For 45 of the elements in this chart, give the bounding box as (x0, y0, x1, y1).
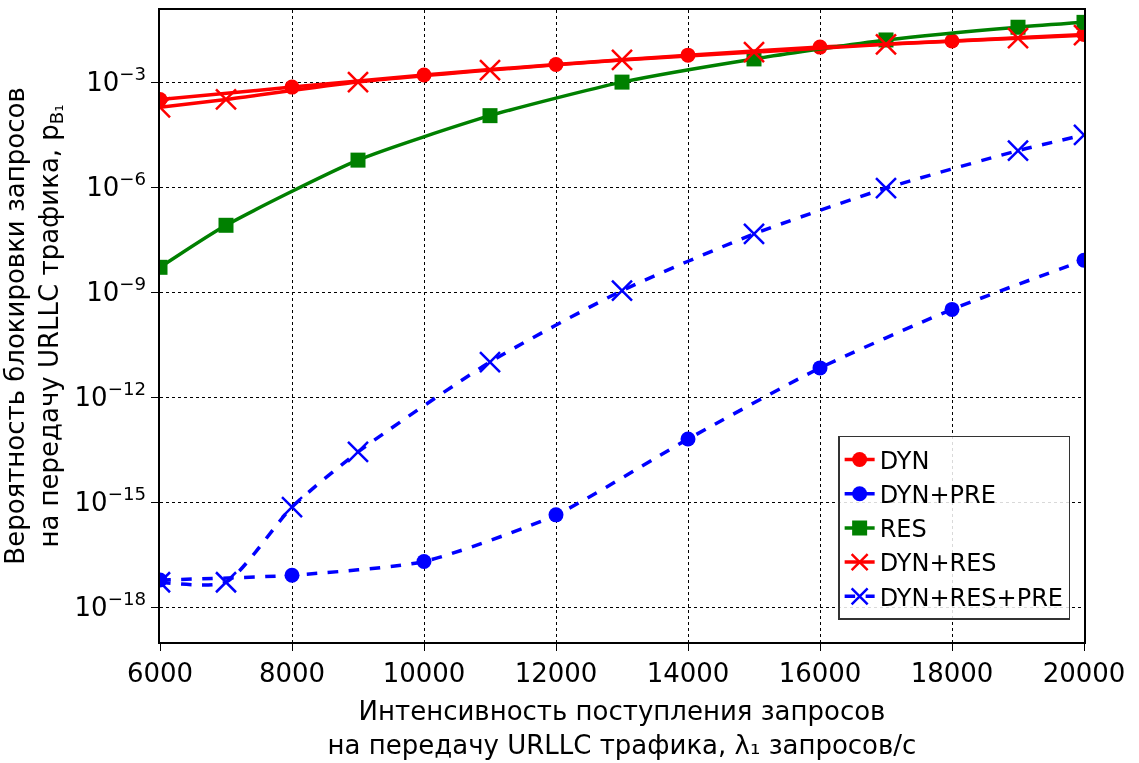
y-tick-label: 10$^{−6}$ (86, 168, 147, 203)
y-tick-label: 10$^{−9}$ (86, 273, 147, 308)
x-tick-label: 8000 (258, 657, 326, 688)
point (1006, 139, 1030, 162)
point (614, 74, 630, 90)
point (944, 301, 960, 317)
x-axis-title: Интенсивность поступления запросов на передачу URLLC трафика, λ₁ запросов/с (327, 696, 917, 760)
x-tick-label: 6000 (126, 657, 194, 688)
point (874, 176, 898, 200)
point (350, 152, 366, 168)
legend-label: DYN+PRE (879, 481, 996, 510)
point (742, 222, 766, 246)
legend-label: RES (879, 515, 927, 544)
point (214, 88, 238, 111)
x-tick-label: 10000 (382, 657, 466, 688)
point (812, 360, 828, 376)
y-tick-label: 10$^{−12}$ (74, 378, 147, 413)
y-tick-label: 10$^{−3}$ (86, 63, 147, 98)
x-tick-label: 14000 (646, 657, 730, 688)
point (280, 495, 304, 519)
point (482, 108, 498, 124)
legend-label: DYN+RES (879, 549, 997, 578)
point (284, 567, 300, 583)
x-tick-label: 20000 (1042, 657, 1126, 688)
x-tick-label: 12000 (514, 657, 598, 688)
point (346, 440, 370, 464)
point (1006, 26, 1030, 50)
legend-label: DYN (879, 446, 930, 475)
point (874, 33, 898, 56)
x-tick-label: 16000 (778, 657, 862, 688)
point (548, 507, 564, 523)
point (346, 70, 370, 94)
point (610, 279, 634, 302)
point (478, 58, 502, 82)
point (478, 350, 502, 374)
point (416, 553, 432, 569)
x-tick-label: 18000 (910, 657, 994, 688)
point (742, 40, 766, 64)
legend-label: DYN+RES+PRE (879, 583, 1064, 612)
y-tick-label: 10$^{−18}$ (74, 588, 147, 623)
point (610, 48, 634, 72)
point (218, 217, 234, 233)
point (680, 431, 696, 447)
point (214, 571, 238, 594)
y-tick-label: 10$^{−15}$ (74, 483, 147, 518)
